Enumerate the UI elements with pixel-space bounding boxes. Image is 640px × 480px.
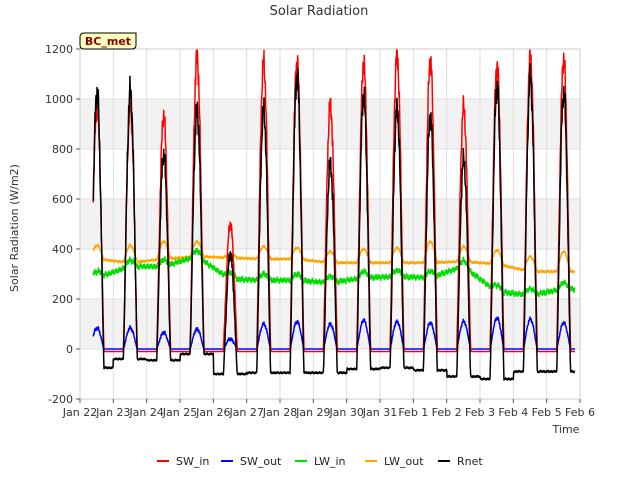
plot-frame [79,48,581,400]
background-bands [80,49,580,399]
y-tick-label: 1000 [45,93,73,106]
y-axis-ticks: -200 0 200 400 600 800 1000 1200 [45,43,80,406]
x-axis-label: Time [552,423,580,436]
x-tick-label: Jan 29 [295,406,330,419]
y-tick-label: 1200 [45,43,73,56]
x-tick-label: Feb 2 [432,406,462,419]
x-tick-label: Feb 3 [465,406,495,419]
legend-label: LW_out [384,455,424,468]
legend-label: SW_out [240,455,282,468]
series-lines [92,48,576,381]
series-line-sw-in [92,48,576,353]
y-tick-label: -200 [48,393,73,406]
x-tick-label: Feb 4 [498,406,528,419]
legend-label: Rnet [457,455,483,468]
y-axis-label: Solar Radiation (W/m2) [8,164,21,292]
y-tick-label: 200 [52,293,73,306]
x-tick-label: Jan 26 [195,406,230,419]
badge-box [79,32,137,50]
y-tick-label: 400 [52,243,73,256]
series-line-rnet [92,63,576,381]
x-tick-label: Jan 25 [162,406,197,419]
y-tick-label: 0 [66,343,73,356]
band [80,149,580,199]
band [80,49,580,99]
x-tick-label: Jan 23 [95,406,130,419]
x-tick-label: Jan 30 [328,406,363,419]
series-line-sw-out [92,316,576,350]
legend-label: SW_in [176,455,209,468]
x-tick-label: Feb 1 [398,406,428,419]
legend: SW_in SW_out LW_in LW_out Rnet [157,455,483,468]
x-tick-label: Jan 22 [62,406,97,419]
badge: BC_met [79,32,137,50]
y-tick-label: 600 [52,193,73,206]
band [80,349,580,399]
x-tick-label: Jan 27 [228,406,263,419]
band [80,199,580,249]
x-tick-label: Jan 24 [128,406,163,419]
x-tick-label: Feb 6 [565,406,595,419]
x-tick-label: Feb 5 [532,406,562,419]
y-tick-label: 800 [52,143,73,156]
legend-label: LW_in [314,455,346,468]
chart-title: Solar Radiation [270,4,369,19]
x-tick-label: Jan 31 [362,406,397,419]
x-tick-label: Jan 28 [262,406,297,419]
badge-label: BC_met [85,35,131,48]
